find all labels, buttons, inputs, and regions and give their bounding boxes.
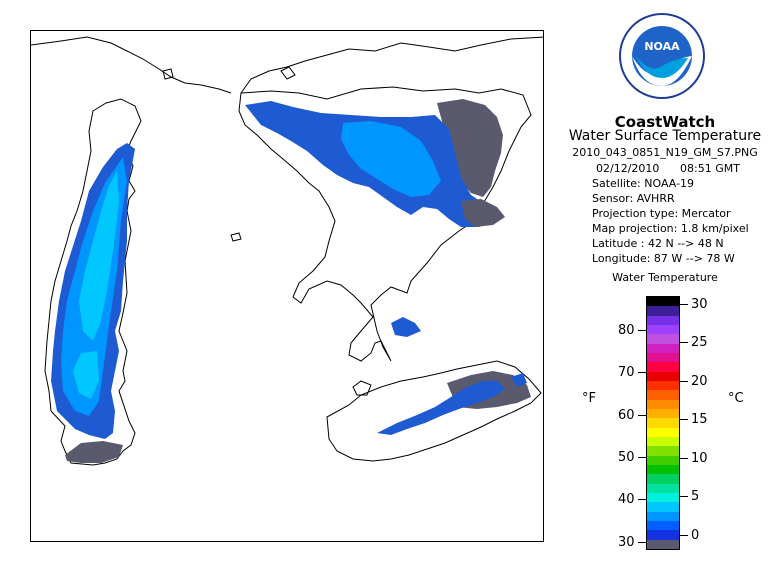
- temperature-colorbar: [646, 296, 680, 550]
- fahrenheit-tick: [638, 414, 646, 416]
- lake-erie-coastline: [326, 360, 542, 462]
- lake-huron-mid: [341, 121, 441, 197]
- fahrenheit-tick-label: 80: [618, 322, 635, 338]
- fahrenheit-tick: [638, 456, 646, 458]
- celsius-tick: [680, 496, 688, 498]
- celsius-tick: [680, 419, 688, 421]
- celsius-tick: [680, 380, 688, 382]
- island-3: [280, 66, 296, 80]
- colorbar-segment: [647, 418, 679, 429]
- colorbar-segment: [647, 390, 679, 401]
- colorbar-segment: [647, 446, 679, 457]
- saginaw-bay-water: [391, 317, 421, 337]
- lake-erie-east-water: [511, 373, 527, 387]
- fahrenheit-tick-label: 60: [618, 407, 635, 423]
- fahrenheit-tick-label: 50: [618, 449, 635, 465]
- celsius-tick-label: 10: [691, 450, 708, 466]
- lake-michigan-warm: [79, 171, 119, 341]
- celsius-tick-label: 0: [691, 527, 700, 543]
- unit-celsius: °C: [728, 391, 744, 406]
- great-lakes-map: [31, 36, 543, 466]
- lake-huron-cloud-2: [461, 199, 505, 227]
- celsius-tick-label: 30: [691, 296, 708, 312]
- fahrenheit-tick: [638, 499, 646, 501]
- celsius-tick-label: 5: [691, 489, 700, 505]
- colorbar-segment: [647, 409, 679, 419]
- celsius-tick-label: 15: [691, 412, 708, 428]
- island-1: [230, 232, 242, 242]
- colorbar-segment: [647, 521, 679, 531]
- longitude-line: Longitude: 87 W --> 78 W: [592, 252, 735, 265]
- colorbar-segment: [647, 315, 679, 326]
- celsius-tick: [680, 534, 688, 536]
- celsius-tick: [680, 342, 688, 344]
- island-2: [162, 68, 174, 80]
- colorbar-segment: [647, 539, 679, 550]
- product-title: Water Surface Temperature: [568, 128, 762, 144]
- colorbar-segment: [647, 530, 679, 541]
- colorbar-segment: [647, 399, 679, 410]
- colorbar-segment: [647, 353, 679, 363]
- colorbar-segment: [647, 343, 679, 354]
- lake-huron-coastline: [238, 86, 532, 362]
- lake-erie-water: [377, 381, 505, 435]
- map-panel: [30, 30, 544, 542]
- noaa-logo-text: NOAA: [644, 40, 680, 53]
- colorbar-segment: [647, 381, 679, 391]
- colorbar-segment: [647, 334, 679, 345]
- filename: 2010_043_0851_N19_GM_S7.PNG: [572, 146, 758, 159]
- fahrenheit-tick-label: 70: [618, 365, 635, 381]
- latitude-line: Latitude : 42 N --> 48 N: [592, 237, 724, 250]
- lake-huron-cloud: [437, 99, 503, 197]
- colorbar-segment: [647, 465, 679, 475]
- celsius-tick: [680, 457, 688, 459]
- info-panel: NOAA CoastWatch Water Surface Temperatur…: [548, 0, 782, 572]
- lake-michigan-coastline: [44, 98, 142, 466]
- fahrenheit-tick-label: 40: [618, 492, 635, 508]
- fahrenheit-tick: [638, 372, 646, 374]
- lake-michigan-cloud: [65, 441, 123, 463]
- lake-superior-coastline: [31, 36, 232, 94]
- sensor-line: Sensor: AVHRR: [592, 192, 675, 205]
- upper-land-contour: [240, 36, 543, 94]
- satellite-line: Satellite: NOAA-19: [592, 177, 695, 190]
- colorbar-segment: [647, 362, 679, 373]
- colorbar-segment: [647, 306, 679, 317]
- projection-type-line: Projection type: Mercator: [592, 207, 731, 220]
- colorbar-segment: [647, 455, 679, 466]
- lake-michigan-warm-2: [73, 351, 99, 399]
- colorbar-segment: [647, 325, 679, 335]
- colorbar-segment: [647, 502, 679, 513]
- fahrenheit-tick: [638, 329, 646, 331]
- acquisition-date: 02/12/2010: [596, 162, 660, 175]
- colorbar-segment: [647, 427, 679, 438]
- celsius-tick: [680, 303, 688, 305]
- acquisition-time: 08:51 GMT: [680, 162, 740, 175]
- celsius-tick-label: 20: [691, 373, 708, 389]
- unit-fahrenheit: °F: [582, 391, 596, 406]
- colorbar-segment: [647, 483, 679, 494]
- lake-st-clair: [352, 380, 372, 396]
- noaa-logo: NOAA: [619, 13, 705, 99]
- fahrenheit-tick-label: 30: [618, 534, 635, 550]
- colorbar-segment: [647, 371, 679, 382]
- celsius-tick-label: 25: [691, 335, 708, 351]
- colorbar-segment: [647, 437, 679, 447]
- colorbar-segment: [647, 297, 679, 307]
- colorbar-segment: [647, 474, 679, 485]
- map-projection-line: Map projection: 1.8 km/pixel: [592, 222, 749, 235]
- colorbar-segment: [647, 493, 679, 503]
- colorbar-segment: [647, 511, 679, 522]
- product-name: CoastWatch: [614, 113, 716, 131]
- fahrenheit-tick: [638, 541, 646, 543]
- legend-title: Water Temperature: [612, 271, 718, 284]
